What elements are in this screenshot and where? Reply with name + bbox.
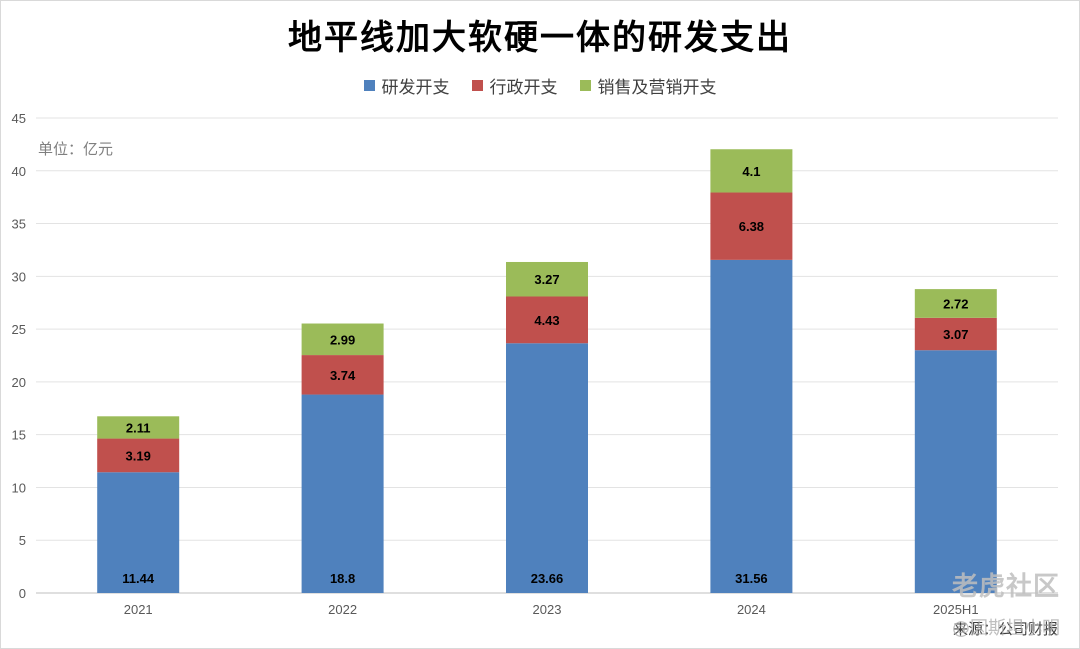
legend-swatch-rd bbox=[363, 80, 375, 91]
y-tick-label: 0 bbox=[19, 586, 26, 601]
y-tick-label: 35 bbox=[12, 217, 26, 232]
source-note: 来源：公司财报 bbox=[952, 620, 1058, 638]
bar-segment bbox=[914, 317, 997, 351]
y-tick-label: 10 bbox=[12, 480, 26, 495]
bar-segment bbox=[506, 343, 588, 593]
legend-item-sales: 销售及营销开支 bbox=[579, 73, 717, 98]
data-label: 3.27 bbox=[534, 272, 559, 287]
x-tick-label: 2021 bbox=[124, 602, 153, 617]
legend-swatch-admin bbox=[471, 80, 483, 91]
data-label: 3.74 bbox=[330, 368, 356, 383]
bar-segment bbox=[301, 394, 384, 593]
data-label: 31.56 bbox=[735, 571, 768, 586]
bar-segment bbox=[97, 472, 180, 593]
legend: 研发开支 行政开支 销售及营销开支 bbox=[0, 73, 1080, 98]
bar-segment bbox=[301, 355, 384, 395]
bar-segment bbox=[506, 296, 588, 344]
chart-title: 地平线加大软硬一体的研发支出 bbox=[288, 18, 792, 58]
data-label: 6.38 bbox=[739, 219, 764, 234]
y-tick-label: 5 bbox=[19, 533, 26, 548]
x-tick-label: 2023 bbox=[533, 602, 562, 617]
x-tick-label: 2024 bbox=[737, 602, 766, 617]
x-tick-label: 2022 bbox=[328, 602, 357, 617]
bar-segment bbox=[506, 261, 588, 297]
data-label: 4.43 bbox=[534, 313, 559, 328]
data-label: 2.99 bbox=[330, 332, 355, 347]
data-label: 18.8 bbox=[330, 571, 355, 586]
data-label: 2.11 bbox=[126, 420, 151, 435]
data-label: 23.66 bbox=[531, 571, 564, 586]
bar-segment bbox=[914, 350, 997, 593]
legend-label-rd: 研发开支 bbox=[381, 78, 450, 98]
y-tick-label: 45 bbox=[12, 111, 26, 126]
data-label: 3.19 bbox=[126, 448, 151, 463]
y-tick-label: 40 bbox=[12, 164, 26, 179]
data-label: 11.44 bbox=[122, 571, 155, 586]
bar-segment bbox=[97, 438, 180, 473]
bar-segment bbox=[710, 192, 793, 260]
y-tick-label: 20 bbox=[12, 375, 26, 390]
data-label: 4.1 bbox=[742, 164, 760, 179]
y-tick-label: 15 bbox=[12, 428, 26, 443]
legend-label-sales: 销售及营销开支 bbox=[597, 78, 717, 98]
bar-segment bbox=[710, 259, 793, 593]
watermark-author: @因斯坦小明 bbox=[952, 618, 1060, 639]
y-tick-label: 30 bbox=[12, 269, 26, 284]
bar-segment bbox=[97, 416, 180, 439]
legend-label-admin: 行政开支 bbox=[489, 78, 558, 98]
y-tick-label: 25 bbox=[12, 322, 26, 337]
bar-segment bbox=[914, 289, 997, 318]
legend-item-rd: 研发开支 bbox=[363, 73, 450, 98]
watermark-brand: 老虎社区 bbox=[951, 572, 1060, 602]
bar-segment bbox=[301, 323, 384, 356]
legend-swatch-sales bbox=[579, 80, 591, 91]
unit-label: 单位：亿元 bbox=[38, 140, 114, 158]
legend-item-admin: 行政开支 bbox=[471, 73, 558, 98]
x-tick-label: 2025H1 bbox=[933, 602, 979, 617]
data-label: 2.72 bbox=[943, 296, 968, 311]
bar-segment bbox=[710, 149, 793, 193]
data-label: 3.07 bbox=[943, 327, 968, 342]
